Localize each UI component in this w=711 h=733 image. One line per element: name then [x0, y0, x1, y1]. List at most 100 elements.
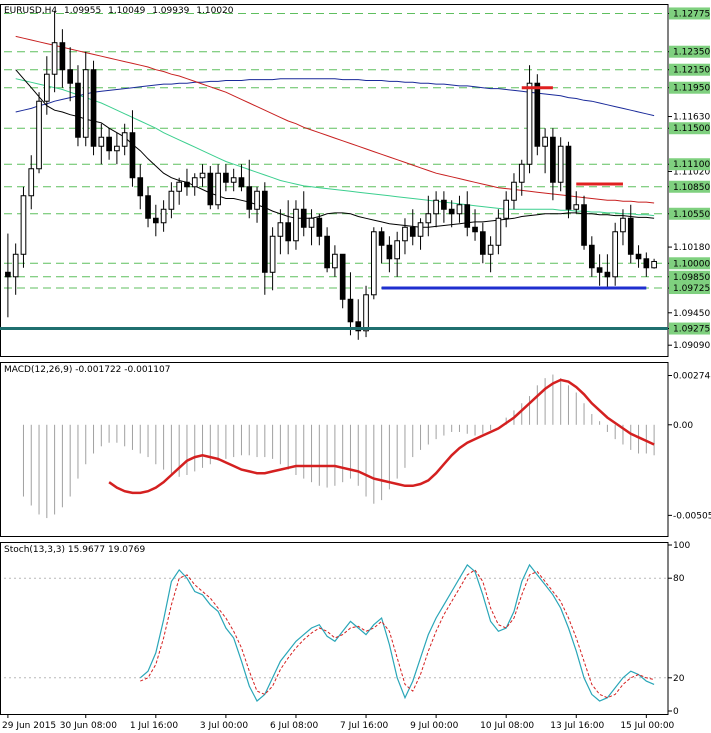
macd-signal-line — [108, 378, 655, 495]
price-level-tag — [669, 45, 710, 58]
candle-bull — [277, 222, 284, 237]
candle-bear — [246, 186, 253, 210]
price-axis-label: 1.09725 — [673, 284, 710, 294]
price-level-tag — [669, 322, 710, 335]
candle-bull — [518, 163, 525, 183]
candle-bull — [651, 260, 657, 269]
candle-bear — [347, 298, 354, 323]
candle-bull — [82, 69, 89, 138]
price-level-tag — [669, 282, 710, 295]
candle-bull — [168, 190, 175, 210]
stoch-axis-label: 100 — [673, 541, 690, 551]
candle-bull — [114, 145, 120, 152]
price-axis-label: 1.10550 — [673, 210, 710, 220]
candle-bear — [152, 217, 159, 224]
x-axis-label: 9 Jul 00:00 — [410, 721, 459, 731]
price-level-tag — [669, 180, 710, 193]
price-axis-label: 1.11100 — [673, 160, 710, 170]
candle-bear — [479, 231, 486, 255]
chart-marks — [0, 11, 668, 702]
candle-bull — [456, 204, 463, 215]
candle-bear — [627, 217, 634, 255]
candle-bull — [402, 226, 408, 242]
candle-bear — [90, 69, 97, 147]
price-axis-label: 1.11020 — [673, 167, 710, 177]
candle-bear — [596, 267, 603, 273]
candle-bull — [293, 208, 299, 242]
candle-bull — [43, 73, 50, 102]
candle-bear — [261, 190, 268, 273]
x-axis-label: 10 Jul 08:00 — [480, 721, 534, 731]
stoch-signal-line — [140, 569, 655, 699]
candle-bull — [254, 190, 260, 210]
price-axis-label: 1.12350 — [673, 48, 710, 58]
candle-bear — [441, 199, 447, 210]
candle-bear — [565, 145, 572, 210]
candle-bear — [581, 204, 587, 246]
stoch-axis-label: 20 — [673, 674, 685, 684]
stoch-main-line — [139, 563, 655, 702]
candle-bear — [129, 132, 136, 179]
candle-bear — [355, 321, 362, 332]
price-axis-label: 1.09090 — [673, 341, 710, 351]
price-level-tag — [669, 158, 710, 171]
candle-bull — [215, 172, 221, 206]
ma-long-line — [15, 78, 655, 117]
candle-bull — [160, 208, 167, 224]
candle-bear — [339, 253, 346, 300]
candle-bear — [386, 244, 393, 260]
price-axis-label: 1.11500 — [673, 124, 710, 134]
candle-bear — [534, 82, 541, 147]
candle-bear — [464, 204, 471, 228]
candle-bull — [199, 172, 206, 179]
chart-labels: 1.12775 1.12350 1.12150 1.11950 1.116301.115… — [2, 7, 711, 731]
candle-bull — [526, 82, 533, 165]
x-axis-label: 15 Jul 00:00 — [620, 721, 674, 731]
stoch-axis-label: 80 — [673, 574, 685, 584]
candle-bear — [588, 244, 595, 269]
candle-bull — [308, 217, 315, 228]
stoch-panel-frame — [0, 542, 669, 715]
price-level-tag — [669, 122, 710, 135]
candle-bull — [332, 253, 338, 269]
x-axis-label: 1 Jul 16:00 — [130, 721, 179, 731]
macd-axis-label: 0.00 — [673, 421, 693, 431]
stoch-axis-label: 0 — [673, 707, 679, 717]
price-axis-label: 1.12150 — [673, 66, 710, 76]
candle-bear — [409, 226, 416, 237]
price-panel-frame — [0, 4, 669, 357]
candle-bear — [67, 69, 74, 84]
price-level-tag — [669, 81, 710, 94]
candle-bull — [230, 177, 237, 183]
candle-bull — [51, 42, 58, 75]
price-axis-label: 1.09275 — [673, 325, 710, 335]
x-axis-label: 29 Jun 2015 — [2, 721, 56, 731]
candle-bull — [487, 244, 494, 255]
macd-panel-frame — [0, 362, 669, 537]
price-axis-label: 1.11950 — [673, 84, 710, 94]
macd-axis-label: -0.00505 — [673, 511, 711, 521]
candle-bull — [12, 253, 19, 278]
candle-bear — [106, 136, 112, 152]
candle-bull — [542, 136, 548, 147]
candle-bull — [425, 213, 432, 224]
header-close: 1.10020 — [196, 6, 233, 16]
x-axis-label: 6 Jul 08:00 — [270, 721, 319, 731]
candle-bull — [620, 217, 626, 233]
candle-bear — [448, 208, 455, 215]
chart-grid — [0, 4, 672, 718]
ma-slow-line — [15, 35, 655, 204]
candle-bull — [503, 199, 510, 219]
candle-bull — [573, 204, 580, 210]
price-axis-label: 1.10850 — [673, 183, 710, 193]
candle-bear — [184, 181, 190, 188]
candle-bear — [238, 177, 245, 188]
header-high: 1.10049 — [108, 6, 145, 16]
x-axis-label: 3 Jul 00:00 — [200, 721, 249, 731]
x-axis-label: 30 Jun 08:00 — [60, 721, 117, 731]
ma-mid-line — [15, 78, 655, 217]
candle-bear — [604, 271, 611, 278]
price-panel-title: EURUSD,H4 1.09955 1.10049 1.09939 1.1002… — [4, 6, 234, 16]
price-axis-label: 1.09850 — [673, 273, 710, 283]
